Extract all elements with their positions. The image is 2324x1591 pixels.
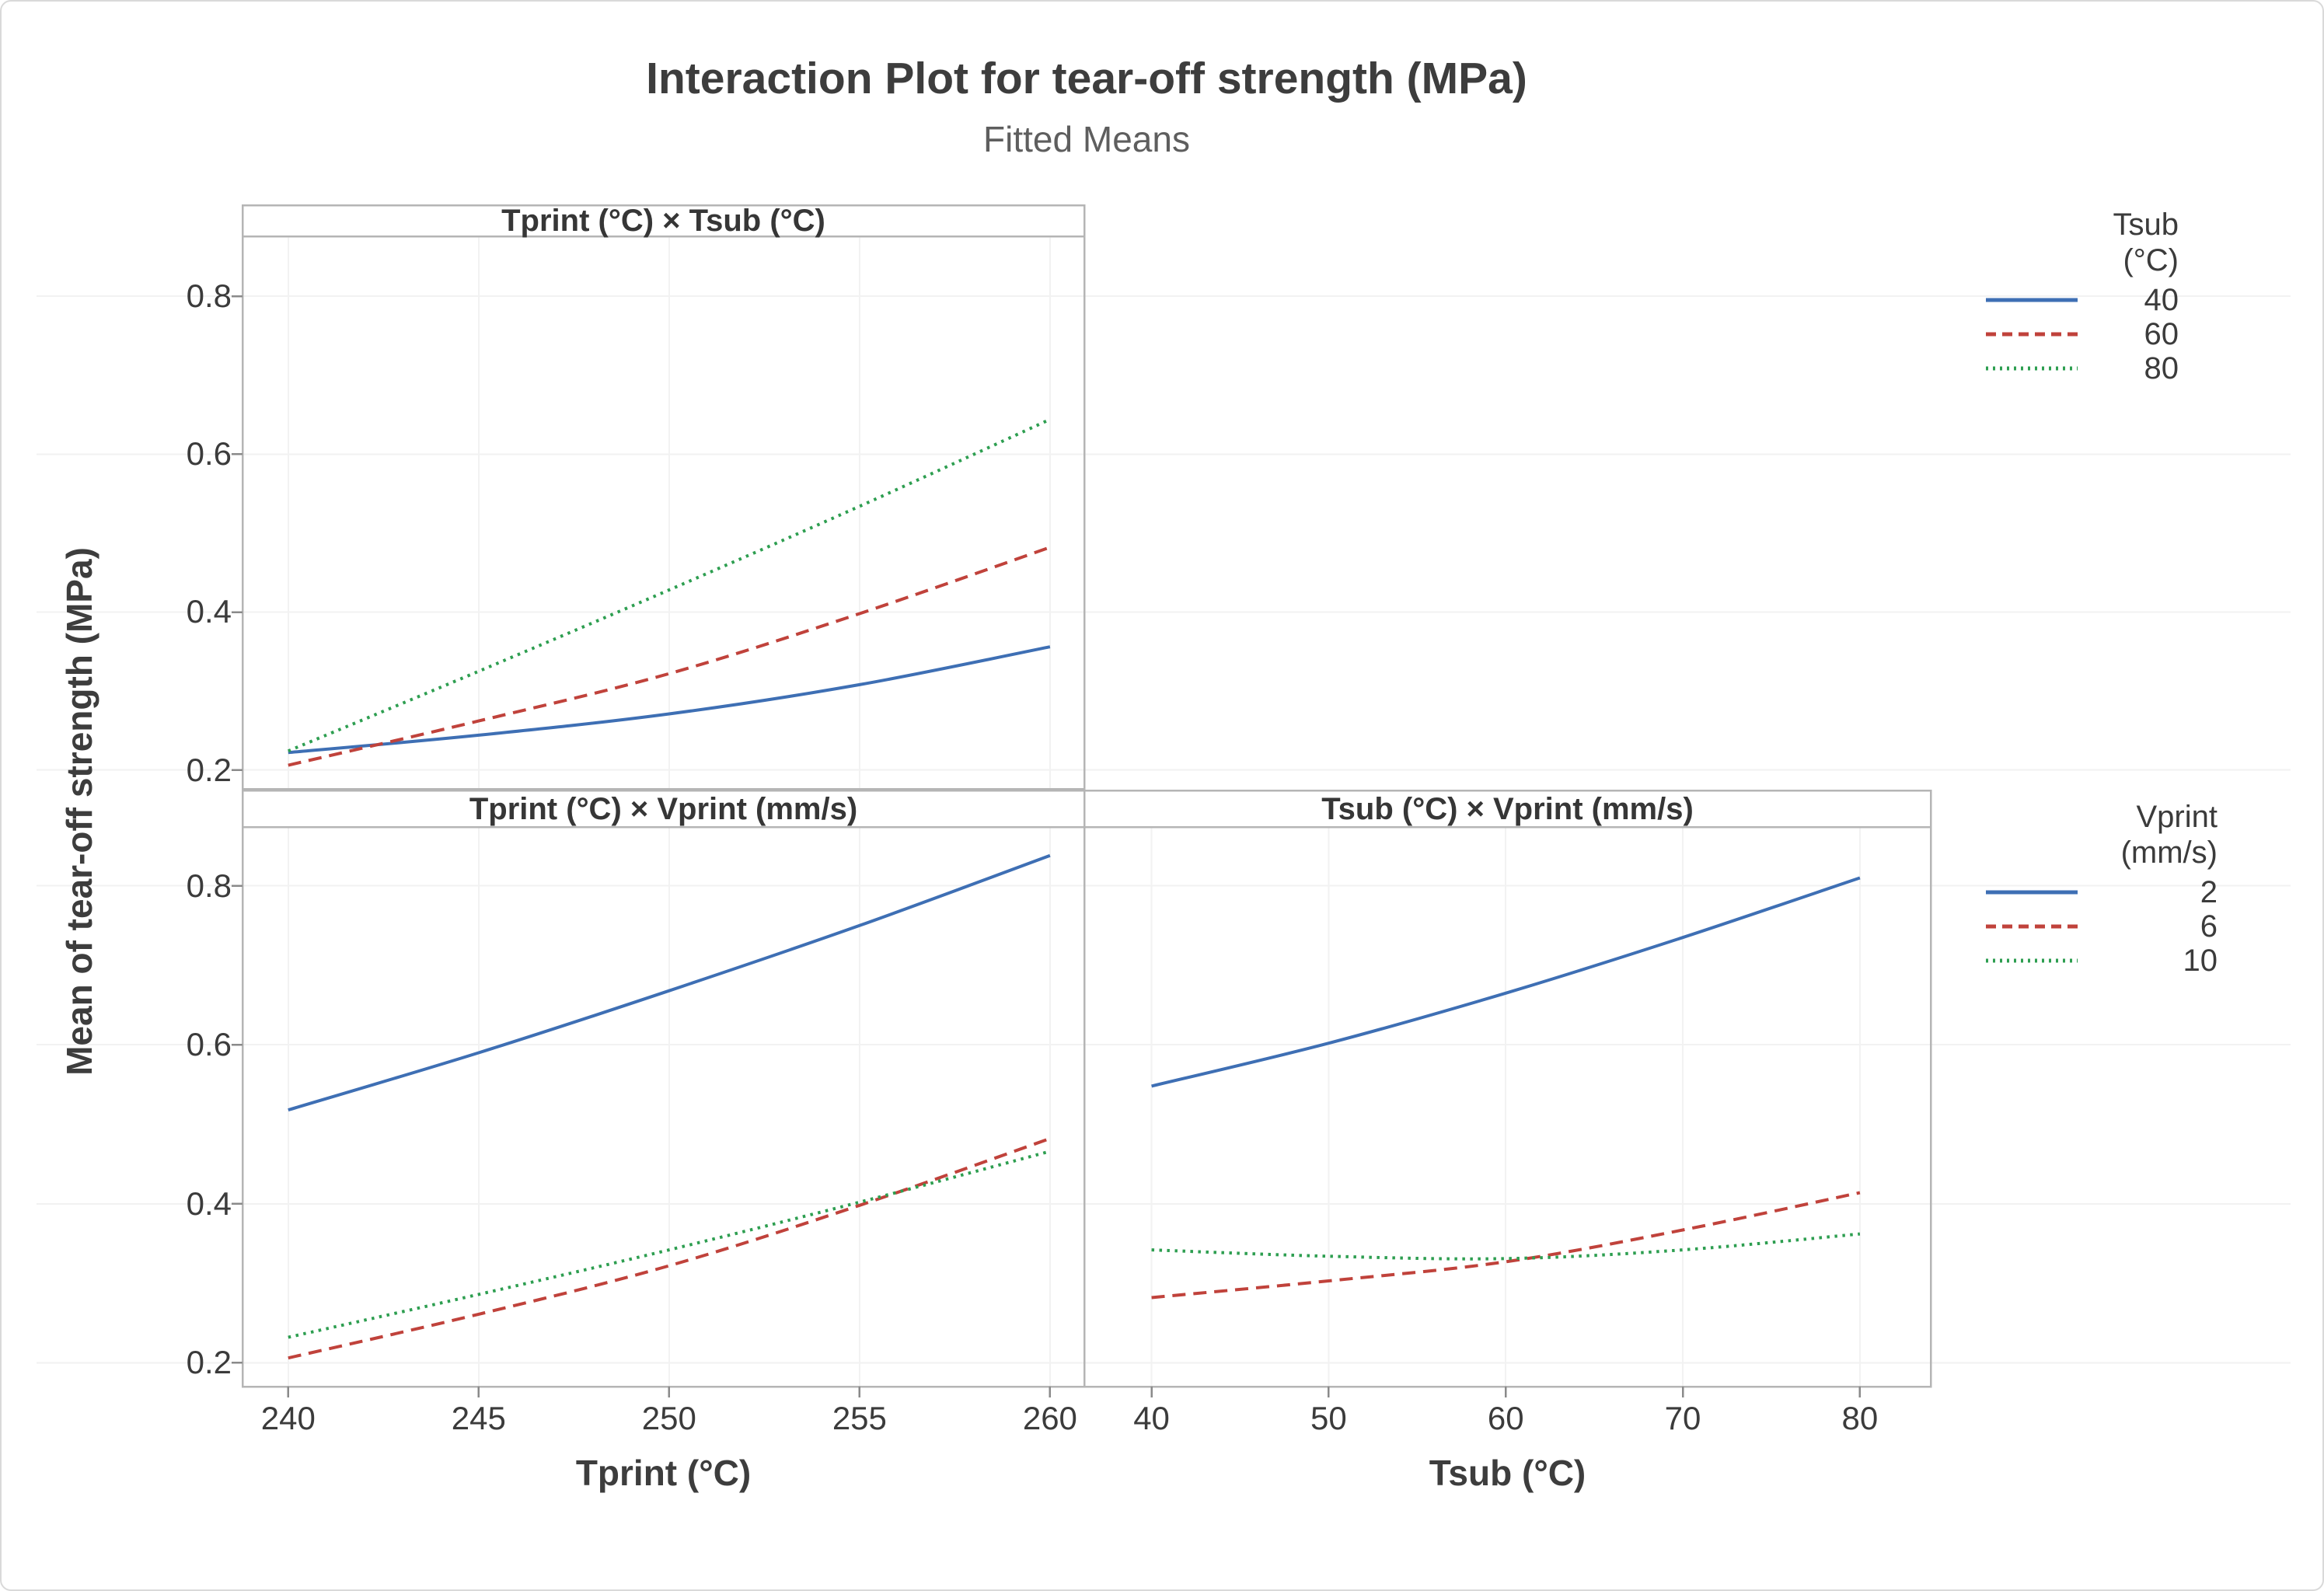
series-curve-vprint-2 xyxy=(1151,876,1861,1088)
y-tick-label: 0.2 xyxy=(186,1344,232,1381)
legend-entry: 40 xyxy=(1980,283,2179,317)
legend-line-sample xyxy=(1986,332,2078,337)
series-curve-tsub-60 xyxy=(288,546,1051,767)
legend-vprint: Vprint (mm/s) 2 6 10 xyxy=(1980,799,2218,978)
panel-header-tprint-vprint: Tprint (°C) × Vprint (mm/s) xyxy=(469,792,858,826)
y-tick-label: 0.8 xyxy=(186,277,232,315)
y-tick-label: 0.6 xyxy=(186,435,232,473)
legend-entry: 6 xyxy=(1980,909,2218,944)
legend-line-sample xyxy=(1986,890,2078,895)
series-curve-tsub-80 xyxy=(288,417,1051,753)
series-curve-vprint-2 xyxy=(288,853,1051,1112)
legend-entry: 80 xyxy=(1980,351,2179,386)
y-tick-label: 0.8 xyxy=(186,867,232,904)
legend-entry-label: 60 xyxy=(2144,316,2179,351)
panel-header-tsub-vprint: Tsub (°C) × Vprint (mm/s) xyxy=(1321,792,1694,826)
y-tick-label: 0.4 xyxy=(186,1185,232,1222)
panel-header-tprint-tsub: Tprint (°C) × Tsub (°C) xyxy=(501,204,825,238)
legend-title-line: Tsub xyxy=(2113,208,2179,242)
x-tick-label: 60 xyxy=(1487,1400,1524,1436)
x-tick-label: 70 xyxy=(1664,1400,1701,1436)
panel-border xyxy=(1083,789,1932,1388)
legend-entries: 2 6 10 xyxy=(1980,875,2218,978)
x-tick-label: 50 xyxy=(1310,1400,1347,1436)
legend-entry: 60 xyxy=(1980,317,2179,351)
x-tick-label: 80 xyxy=(1841,1400,1879,1436)
legend-entries: 40 60 80 xyxy=(1980,283,2179,386)
x-tick-label: 255 xyxy=(832,1400,887,1436)
x-tick-label: 40 xyxy=(1133,1400,1170,1436)
legend-line-sample xyxy=(1986,298,2078,302)
legend-entry: 10 xyxy=(1980,944,2218,978)
legend-entry-label: 10 xyxy=(2183,943,2218,978)
legend-line-sample xyxy=(1986,924,2078,929)
series-curve-tsub-40 xyxy=(288,645,1051,755)
x-tick-label: 260 xyxy=(1022,1400,1077,1436)
x-tick-label: 250 xyxy=(641,1400,696,1436)
y-tick-label: 0.4 xyxy=(186,593,232,630)
legend-line-sample xyxy=(1986,366,2078,371)
series-curve-vprint-10 xyxy=(1151,1232,1861,1261)
y-tick-label: 0.2 xyxy=(186,751,232,788)
y-tick-label: 0.6 xyxy=(186,1026,232,1063)
legend-title-line: (mm/s) xyxy=(2120,836,2218,870)
series-curve-vprint-6 xyxy=(288,1137,1051,1360)
panel-border xyxy=(241,789,1086,1388)
legend-entry-label: 80 xyxy=(2144,351,2179,386)
legend-entry-label: 40 xyxy=(2144,282,2179,317)
legend-entry: 2 xyxy=(1980,875,2218,909)
panel-border xyxy=(241,204,1086,790)
legend-tsub: Tsub (°C) 40 60 80 xyxy=(1980,207,2179,386)
legend-entry-label: 6 xyxy=(2200,909,2218,944)
x-tick-label: 245 xyxy=(451,1400,506,1436)
legend-line-sample xyxy=(1986,958,2078,963)
x-axis-label-tprint: Tprint (°C) xyxy=(575,1453,752,1493)
x-tick-label: 240 xyxy=(260,1400,316,1436)
legend-title-line: (°C) xyxy=(2123,243,2179,277)
x-axis-label-tsub: Tsub (°C) xyxy=(1429,1453,1586,1493)
legend-title-line: Vprint xyxy=(2136,800,2218,834)
series-curve-vprint-10 xyxy=(288,1150,1051,1339)
chart-title: Interaction Plot for tear-off strength (… xyxy=(646,54,1527,103)
chart-subtitle: Fitted Means xyxy=(983,119,1190,159)
legend-entry-label: 2 xyxy=(2200,874,2218,909)
series-curve-vprint-6 xyxy=(1151,1191,1861,1300)
y-axis-label: Mean of tear-off strength (MPa) xyxy=(59,547,99,1076)
